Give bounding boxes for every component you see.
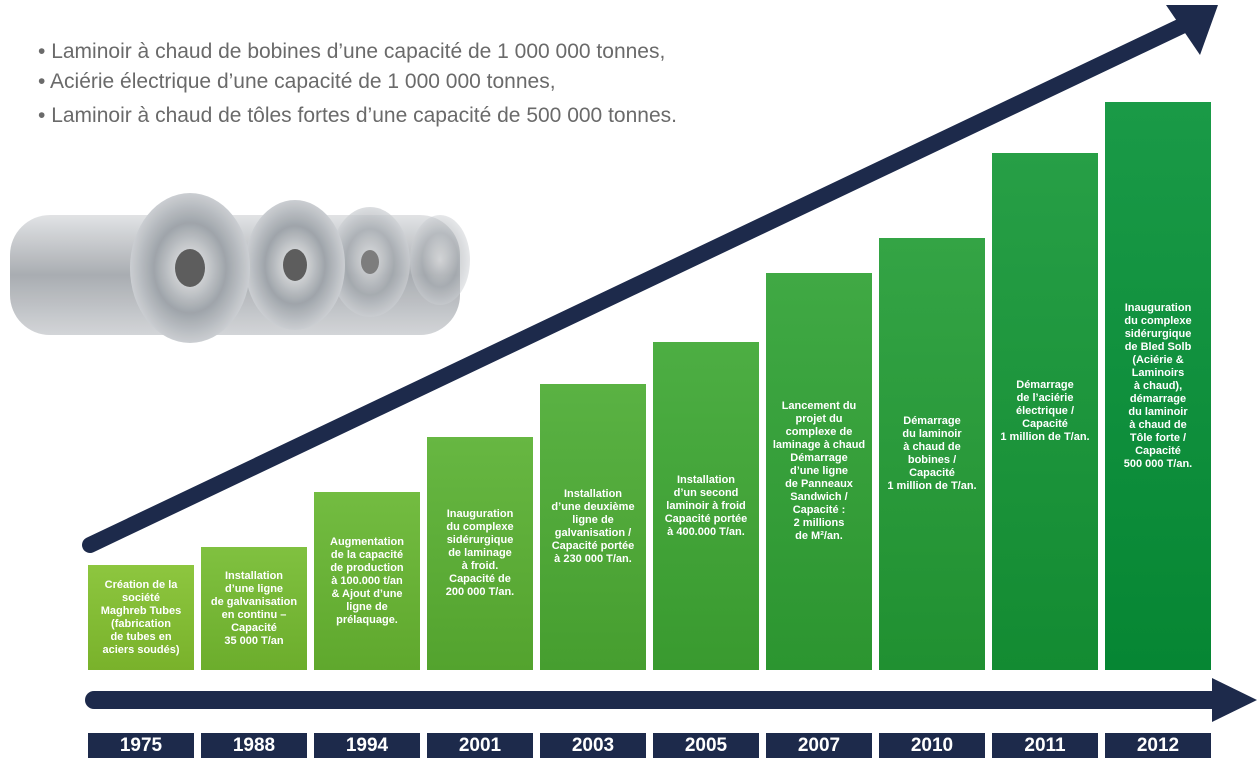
milestone-text: 1 million de T/an.	[887, 480, 976, 493]
milestone-text: Maghreb Tubes	[101, 605, 181, 618]
bullet-item: Aciérie électrique d’une capacité de 1 0…	[38, 70, 556, 94]
milestone-text: du laminoir	[1128, 406, 1187, 419]
milestone-text: d’une deuxième	[551, 501, 634, 514]
milestone-text: Démarrage	[1016, 379, 1073, 392]
milestone-text: (fabrication	[111, 618, 171, 631]
milestone-text: laminoir à froid	[666, 500, 745, 513]
milestone-text: Laminoirs	[1132, 367, 1185, 380]
milestone-text: 500 000 T/an.	[1124, 458, 1193, 471]
milestone-text: Capacité portée	[552, 540, 635, 553]
milestone-text: complexe de	[786, 426, 853, 439]
year-label: 2012	[1105, 733, 1211, 758]
milestone-text: d’une ligne	[225, 583, 283, 596]
milestone-text: de production	[330, 562, 403, 575]
milestone-text: à chaud),	[1134, 380, 1182, 393]
page: Laminoir à chaud de bobines d’une capaci…	[0, 0, 1257, 758]
milestone-text: bobines /	[908, 454, 956, 467]
milestone-text: Lancement du	[782, 400, 857, 413]
milestone-text: Augmentation	[330, 536, 404, 549]
year-label: 2005	[653, 733, 759, 758]
milestone-text: 2 millions	[794, 517, 845, 530]
milestone-text: à 230 000 T/an.	[554, 553, 632, 566]
year-label: 1975	[88, 733, 194, 758]
milestone-text: 1 million de T/an.	[1000, 431, 1089, 444]
coils	[10, 193, 470, 343]
milestone-text: Capacité	[231, 622, 277, 635]
milestone-text: Capacité de	[449, 573, 511, 586]
milestone-text: de Bled Solb	[1125, 341, 1192, 354]
milestone-text: Capacité portée	[665, 513, 748, 526]
milestone-text: Capacité :	[793, 504, 846, 517]
milestone-text: Tôle forte /	[1130, 432, 1186, 445]
milestone-text: Capacité	[1135, 445, 1181, 458]
milestone-text: Installation	[564, 488, 622, 501]
milestone-text: à chaud de	[903, 441, 960, 454]
milestone-text: (Aciérie &	[1132, 354, 1183, 367]
milestone-text: du laminoir	[902, 428, 961, 441]
year-label: 2011	[992, 733, 1098, 758]
milestone-text: Démarrage	[903, 415, 960, 428]
year-label: 2007	[766, 733, 872, 758]
milestone-text: & Ajout d’une	[331, 588, 402, 601]
year-label: 2003	[540, 733, 646, 758]
milestone-text: de galvanisation	[211, 596, 297, 609]
milestone-text: laminage à chaud	[773, 439, 865, 452]
milestone-text: sidérurgique	[447, 534, 514, 547]
milestone-text: Inauguration	[447, 508, 514, 521]
milestone-text: du complexe	[1124, 315, 1191, 328]
milestone-text: prélaquage.	[336, 614, 398, 627]
milestone-text: d’une ligne	[790, 465, 848, 478]
milestone-text: du complexe	[446, 521, 513, 534]
milestone-text: société	[122, 592, 160, 605]
bullet-item: Laminoir à chaud de bobines d’une capaci…	[38, 40, 665, 64]
milestone-text: de M²/an.	[795, 530, 843, 543]
year-label: 2010	[879, 733, 985, 758]
milestone-text: Capacité	[909, 467, 955, 480]
milestone-text: à 400.000 T/an.	[667, 526, 745, 539]
bullet-item: Laminoir à chaud de tôles fortes d’une c…	[38, 104, 677, 128]
milestone-text: Sandwich /	[790, 491, 847, 504]
milestone-text: de tubes en	[110, 631, 171, 644]
milestone-text: à chaud de	[1129, 419, 1186, 432]
milestone-text: ligne de	[572, 514, 614, 527]
milestone-text: projet du	[795, 413, 842, 426]
year-label: 1994	[314, 733, 420, 758]
milestone-text: démarrage	[1130, 393, 1186, 406]
milestone-text: d’un second	[674, 487, 739, 500]
milestone-text: de Panneaux	[785, 478, 853, 491]
milestone-text: à froid.	[462, 560, 499, 573]
milestone-text: 35 000 T/an	[224, 635, 283, 648]
milestone-text: Installation	[677, 474, 735, 487]
milestone-text: électrique /	[1016, 405, 1074, 418]
milestone-text: Installation	[225, 570, 283, 583]
milestone-text: ligne de	[346, 601, 388, 614]
timeline-arrow	[94, 678, 1257, 722]
milestone-text: à 100.000 t/an	[331, 575, 403, 588]
milestone-text: de la capacité	[331, 549, 403, 562]
milestone-text: galvanisation /	[555, 527, 631, 540]
milestone-text: en continu –	[222, 609, 287, 622]
year-label: 1988	[201, 733, 307, 758]
milestone-text: Inauguration	[1125, 302, 1192, 315]
milestone-text: 200 000 T/an.	[446, 586, 515, 599]
milestone-text: aciers soudés)	[102, 644, 179, 657]
milestone-text: Démarrage	[790, 452, 847, 465]
milestone-text: sidérurgique	[1125, 328, 1192, 341]
milestone-text: Création de la	[105, 579, 178, 592]
year-label: 2001	[427, 733, 533, 758]
milestone-text: Capacité	[1022, 418, 1068, 431]
milestone-text: de laminage	[448, 547, 512, 560]
milestone-text: de l’aciérie	[1017, 392, 1074, 405]
